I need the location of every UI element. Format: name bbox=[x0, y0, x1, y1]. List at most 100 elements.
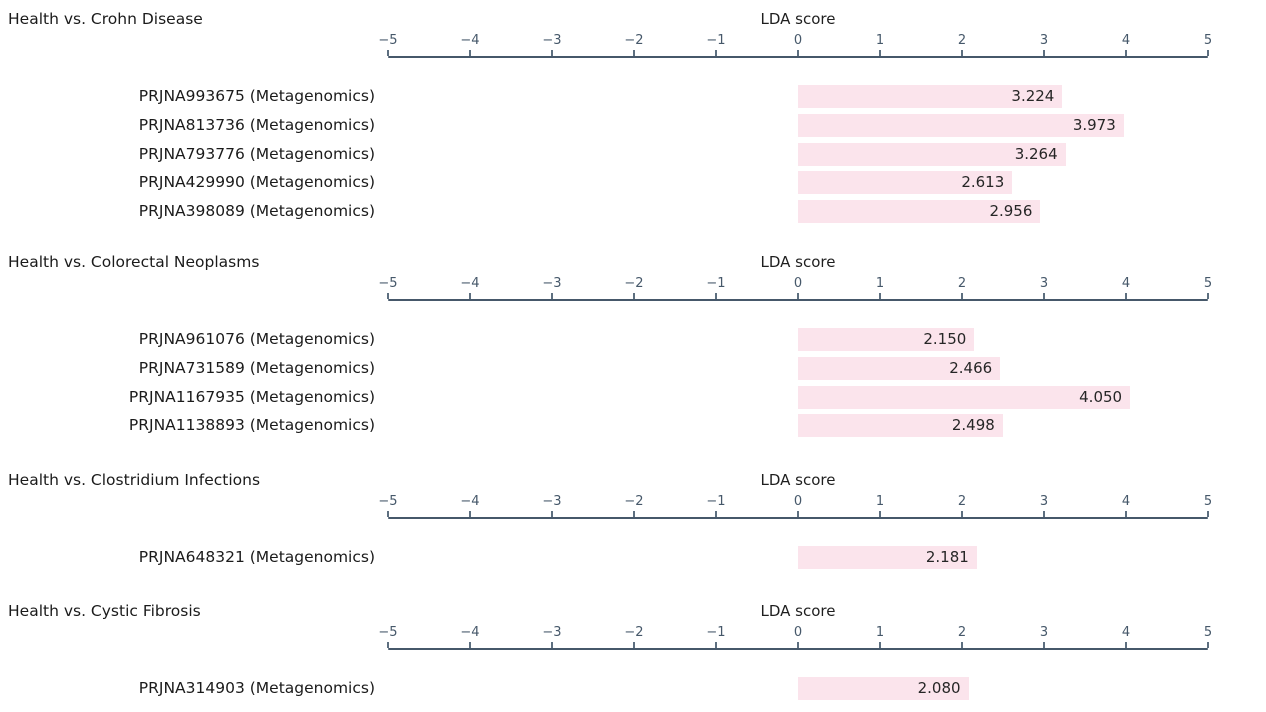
category-label: PRJNA429990 (Metagenomics) bbox=[138, 173, 375, 192]
axis-tick-label: 0 bbox=[793, 276, 803, 291]
category-label: PRJNA961076 (Metagenomics) bbox=[138, 330, 375, 348]
axis-tick-label: 0 bbox=[793, 494, 803, 509]
axis-tick-label: 4 bbox=[1121, 494, 1131, 509]
axis-tick bbox=[633, 642, 635, 648]
axis-tick-label: 5 bbox=[1203, 494, 1213, 509]
bar-value-label: 3.224 bbox=[1011, 87, 1055, 105]
category-label: PRJNA793776 (Metagenomics) bbox=[138, 144, 375, 163]
axis-tick bbox=[387, 293, 389, 299]
bar-value-label: 2.181 bbox=[925, 548, 969, 566]
category-label: PRJNA731589 (Metagenomics) bbox=[138, 358, 375, 377]
lda-bar[interactable]: 2.466 bbox=[798, 356, 1001, 380]
axis-tick bbox=[797, 511, 799, 517]
axis-tick-label: −3 bbox=[542, 276, 562, 291]
axis-tick bbox=[1207, 642, 1209, 648]
axis-tick bbox=[1043, 50, 1045, 56]
axis-tick bbox=[633, 50, 635, 56]
axis-tick bbox=[715, 511, 717, 517]
axis-tick-label: 1 bbox=[875, 276, 885, 291]
axis-tick bbox=[879, 642, 881, 648]
axis-tick bbox=[961, 511, 963, 517]
axis-tick-label: −1 bbox=[706, 276, 726, 291]
axis-tick-label: 0 bbox=[793, 625, 803, 640]
axis-tick-label: 4 bbox=[1121, 276, 1131, 291]
axis-tick bbox=[551, 511, 553, 517]
axis-tick-label: 2 bbox=[957, 276, 967, 291]
bar-value-label: 2.466 bbox=[949, 358, 993, 377]
axis-tick-label: 5 bbox=[1203, 33, 1213, 48]
axis-tick bbox=[715, 642, 717, 648]
category-label: PRJNA398089 (Metagenomics) bbox=[138, 202, 375, 221]
axis-tick bbox=[551, 293, 553, 299]
axis-tick bbox=[1125, 642, 1127, 648]
axis-tick-label: 2 bbox=[957, 33, 967, 48]
axis-tick-label: −3 bbox=[542, 33, 562, 48]
axis-tick-label: 3 bbox=[1039, 494, 1049, 509]
axis-tick bbox=[797, 642, 799, 648]
axis-line bbox=[388, 56, 1208, 58]
axis-tick bbox=[1207, 293, 1209, 299]
lda-bar[interactable]: 2.956 bbox=[798, 200, 1041, 224]
lda-bar[interactable]: 3.264 bbox=[798, 142, 1066, 166]
axis-tick bbox=[469, 293, 471, 299]
axis-tick-label: 5 bbox=[1203, 625, 1213, 640]
bar-value-label: 2.498 bbox=[951, 416, 995, 435]
axis-tick bbox=[797, 293, 799, 299]
axis-tick-label: −5 bbox=[378, 625, 398, 640]
bar-value-label: 3.264 bbox=[1014, 144, 1058, 163]
axis-tick-label: −5 bbox=[378, 276, 398, 291]
axis-tick-label: −4 bbox=[460, 625, 480, 640]
axis-tick-label: −1 bbox=[706, 625, 726, 640]
bar-value-label: 2.956 bbox=[989, 202, 1033, 221]
axis-tick bbox=[387, 642, 389, 648]
section-title: Health vs. Colorectal Neoplasms bbox=[8, 253, 260, 271]
axis-line bbox=[388, 517, 1208, 519]
axis-tick bbox=[551, 50, 553, 56]
category-label: PRJNA1138893 (Metagenomics) bbox=[128, 416, 375, 435]
lda-bar[interactable]: 2.080 bbox=[798, 677, 969, 700]
lda-bar[interactable]: 2.613 bbox=[798, 171, 1013, 195]
axis-tick bbox=[879, 511, 881, 517]
axis-tick-label: −4 bbox=[460, 33, 480, 48]
axis-tick-label: 2 bbox=[957, 494, 967, 509]
axis-tick-label: −1 bbox=[706, 494, 726, 509]
axis-tick-label: 1 bbox=[875, 625, 885, 640]
axis-tick-label: 3 bbox=[1039, 625, 1049, 640]
axis-tick-label: −2 bbox=[624, 276, 644, 291]
axis-tick bbox=[551, 642, 553, 648]
axis-tick-label: −4 bbox=[460, 494, 480, 509]
lda-bar[interactable]: 2.150 bbox=[798, 328, 975, 351]
axis-tick-label: −5 bbox=[378, 494, 398, 509]
section-title: Health vs. Crohn Disease bbox=[8, 10, 203, 28]
lda-bar[interactable]: 4.050 bbox=[798, 385, 1131, 409]
axis-tick-label: 3 bbox=[1039, 33, 1049, 48]
axis-tick bbox=[469, 511, 471, 517]
bar-value-label: 4.050 bbox=[1079, 387, 1123, 406]
lda-bar[interactable]: 2.498 bbox=[798, 414, 1003, 438]
axis-tick-label: −2 bbox=[624, 494, 644, 509]
axis-title: LDA score bbox=[760, 253, 836, 271]
lda-bar[interactable]: 3.973 bbox=[798, 113, 1124, 137]
axis-tick-label: 0 bbox=[793, 33, 803, 48]
bar-value-label: 2.150 bbox=[923, 330, 967, 348]
lda-bar[interactable]: 2.181 bbox=[798, 546, 977, 569]
axis-tick bbox=[1125, 511, 1127, 517]
lda-bar[interactable]: 3.224 bbox=[798, 85, 1063, 108]
axis-title: LDA score bbox=[760, 602, 836, 620]
category-label: PRJNA813736 (Metagenomics) bbox=[138, 115, 375, 134]
axis-tick bbox=[633, 293, 635, 299]
axis-tick bbox=[1043, 511, 1045, 517]
axis-tick bbox=[1125, 293, 1127, 299]
axis-tick-label: 2 bbox=[957, 625, 967, 640]
axis-tick-label: −1 bbox=[706, 33, 726, 48]
axis-tick bbox=[469, 642, 471, 648]
axis-tick bbox=[387, 50, 389, 56]
axis-tick bbox=[387, 511, 389, 517]
axis-tick bbox=[1043, 642, 1045, 648]
axis-line bbox=[388, 648, 1208, 650]
axis-tick bbox=[1125, 50, 1127, 56]
axis-line bbox=[388, 299, 1208, 301]
axis-tick-label: 1 bbox=[875, 33, 885, 48]
axis-tick-label: −3 bbox=[542, 494, 562, 509]
